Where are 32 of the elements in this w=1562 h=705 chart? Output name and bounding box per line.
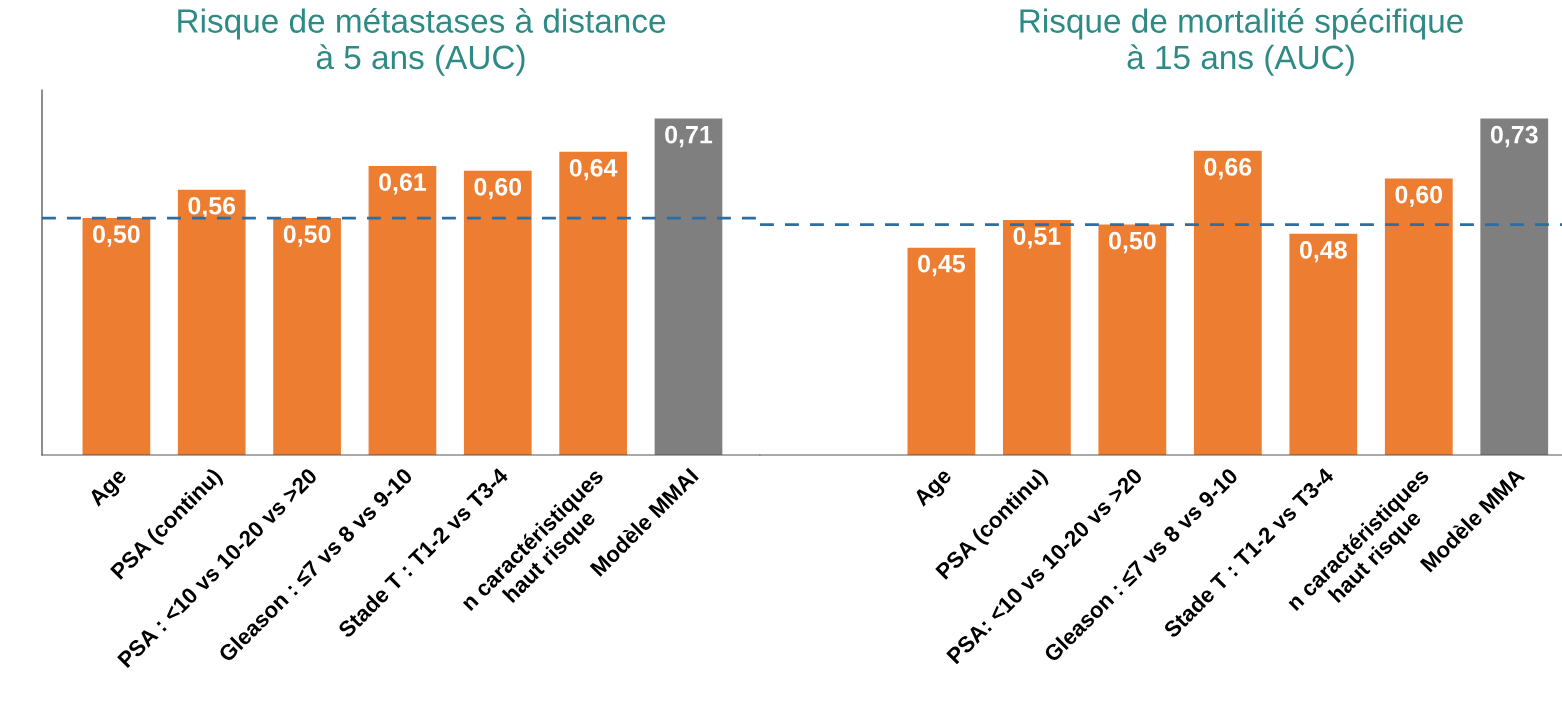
bar xyxy=(368,165,437,455)
bar xyxy=(559,151,627,455)
bar xyxy=(463,170,532,455)
bar xyxy=(1289,233,1358,455)
data-label: 0,48 xyxy=(1299,241,1347,263)
bar xyxy=(907,247,976,455)
bar xyxy=(82,218,151,455)
data-label: 0,50 xyxy=(283,225,331,247)
chart-title: Risque de mortalité spécifique à 15 ans (AUC) xyxy=(1020,8,1463,76)
bar xyxy=(1098,224,1167,455)
data-label: 0,60 xyxy=(474,177,522,200)
bar xyxy=(1384,178,1453,455)
bar xyxy=(1480,118,1549,455)
bar xyxy=(1002,219,1071,455)
data-label: 0,56 xyxy=(188,196,236,219)
data-label: 0,45 xyxy=(918,254,966,277)
chart-title: Risque de métastases à distance à 5 ans (AUC) xyxy=(178,8,666,76)
data-label: 0,60 xyxy=(1395,185,1443,208)
bar xyxy=(1193,150,1262,455)
x-tick-label: Age xyxy=(87,467,131,511)
bar xyxy=(177,189,246,455)
data-label: 0,66 xyxy=(1204,158,1252,180)
data-label: 0,50 xyxy=(93,225,140,247)
data-label: 0,61 xyxy=(379,173,427,195)
bar xyxy=(654,118,723,455)
data-label: 0,50 xyxy=(1109,231,1156,254)
data-label: 0,71 xyxy=(665,125,713,148)
x-tick-label: Age xyxy=(912,467,956,511)
data-label: 0,64 xyxy=(569,158,618,181)
data-label: 0,73 xyxy=(1490,125,1538,148)
data-label: 0,51 xyxy=(1013,227,1061,249)
bar xyxy=(273,218,341,455)
